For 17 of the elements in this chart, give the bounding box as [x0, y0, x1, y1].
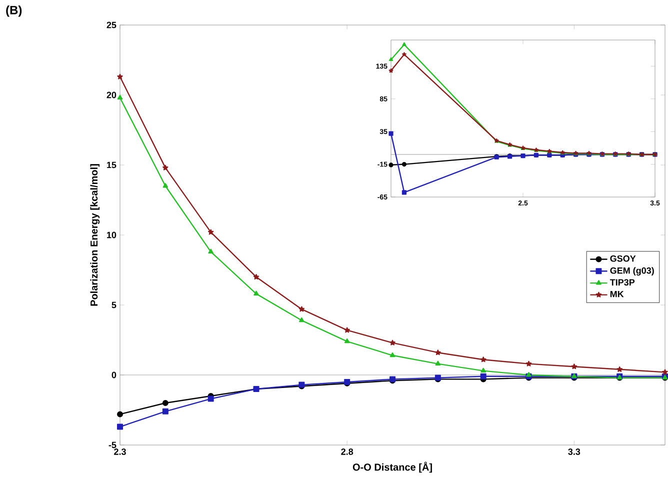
- legend-label: MK: [610, 290, 624, 298]
- x-tick-label: 3.3: [568, 448, 580, 455]
- y-tick-label: 15: [107, 162, 116, 168]
- y-tick-label: 10: [107, 232, 116, 238]
- legend-label: TIP3P: [610, 279, 635, 286]
- x-axis-title: O-O Distance [Å]: [352, 462, 432, 473]
- y-tick-label: 0: [112, 372, 116, 378]
- legend-label: GSOY: [610, 255, 636, 262]
- y-tick-label: 20: [106, 92, 116, 98]
- legend-label: GEM (g03): [610, 267, 654, 276]
- x-tick-label: 2.8: [341, 448, 354, 455]
- y-tick-label: 25: [106, 22, 116, 28]
- text: (B): [6, 6, 22, 17]
- x-tick-label: 2.3: [114, 448, 126, 455]
- y-tick-label: 5: [112, 302, 116, 308]
- y-tick-label: -5: [108, 442, 116, 448]
- y-axis-title: Polarization Energy [kcal/mol]: [90, 164, 100, 306]
